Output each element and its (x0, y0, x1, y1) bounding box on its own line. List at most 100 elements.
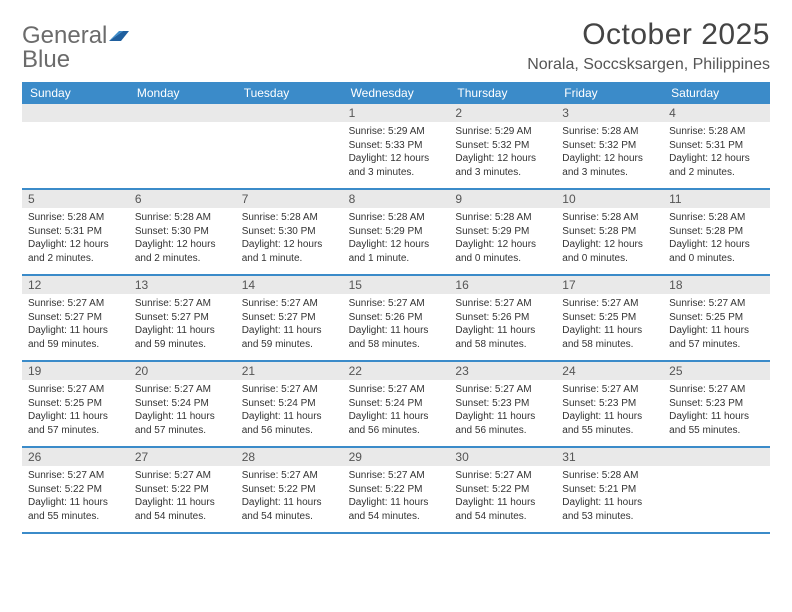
day-number: 15 (343, 276, 450, 294)
daylight-line: Daylight: 11 hours and 54 minutes. (242, 496, 337, 523)
day-cell: Sunrise: 5:27 AMSunset: 5:24 PMDaylight:… (129, 380, 236, 446)
sunrise-line: Sunrise: 5:29 AM (455, 125, 550, 139)
weekday-header: Wednesday (343, 82, 450, 104)
sunset-line: Sunset: 5:25 PM (562, 311, 657, 325)
sunrise-line: Sunrise: 5:27 AM (562, 297, 657, 311)
daylight-line: Daylight: 11 hours and 58 minutes. (455, 324, 550, 351)
day-number: 21 (236, 362, 343, 380)
daylight-line: Daylight: 11 hours and 56 minutes. (242, 410, 337, 437)
sunset-line: Sunset: 5:24 PM (135, 397, 230, 411)
sunset-line: Sunset: 5:21 PM (562, 483, 657, 497)
sunrise-line: Sunrise: 5:28 AM (455, 211, 550, 225)
weekday-header: Tuesday (236, 82, 343, 104)
day-number: 24 (556, 362, 663, 380)
day-number: 8 (343, 190, 450, 208)
daylight-line: Daylight: 11 hours and 55 minutes. (669, 410, 764, 437)
day-cell (663, 466, 770, 532)
daylight-line: Daylight: 11 hours and 59 minutes. (135, 324, 230, 351)
sunrise-line: Sunrise: 5:29 AM (349, 125, 444, 139)
sunset-line: Sunset: 5:23 PM (669, 397, 764, 411)
day-cell: Sunrise: 5:27 AMSunset: 5:23 PMDaylight:… (663, 380, 770, 446)
title-block: October 2025 Norala, Soccsksargen, Phili… (527, 18, 770, 74)
day-number-row: 19202122232425 (22, 362, 770, 380)
sunrise-line: Sunrise: 5:28 AM (562, 469, 657, 483)
day-number: 17 (556, 276, 663, 294)
day-number-row: 262728293031 (22, 448, 770, 466)
sunrise-line: Sunrise: 5:27 AM (349, 383, 444, 397)
day-number: 25 (663, 362, 770, 380)
day-cell: Sunrise: 5:28 AMSunset: 5:31 PMDaylight:… (22, 208, 129, 274)
day-cell: Sunrise: 5:28 AMSunset: 5:21 PMDaylight:… (556, 466, 663, 532)
daylight-line: Daylight: 12 hours and 0 minutes. (455, 238, 550, 265)
day-cell: Sunrise: 5:29 AMSunset: 5:32 PMDaylight:… (449, 122, 556, 188)
day-number: 3 (556, 104, 663, 122)
sunrise-line: Sunrise: 5:27 AM (28, 297, 123, 311)
header: General Blue October 2025 Norala, Soccsk… (22, 18, 770, 74)
sunset-line: Sunset: 5:30 PM (242, 225, 337, 239)
day-cell: Sunrise: 5:27 AMSunset: 5:22 PMDaylight:… (236, 466, 343, 532)
weekday-header: Thursday (449, 82, 556, 104)
sunset-line: Sunset: 5:26 PM (349, 311, 444, 325)
day-cell: Sunrise: 5:29 AMSunset: 5:33 PMDaylight:… (343, 122, 450, 188)
sunset-line: Sunset: 5:29 PM (349, 225, 444, 239)
week-row: 262728293031Sunrise: 5:27 AMSunset: 5:22… (22, 448, 770, 534)
day-cell: Sunrise: 5:27 AMSunset: 5:27 PMDaylight:… (129, 294, 236, 360)
day-number: 18 (663, 276, 770, 294)
day-number: 6 (129, 190, 236, 208)
week-row: 19202122232425Sunrise: 5:27 AMSunset: 5:… (22, 362, 770, 448)
daylight-line: Daylight: 12 hours and 3 minutes. (562, 152, 657, 179)
sunset-line: Sunset: 5:23 PM (455, 397, 550, 411)
day-number: 28 (236, 448, 343, 466)
daylight-line: Daylight: 11 hours and 53 minutes. (562, 496, 657, 523)
sunrise-line: Sunrise: 5:27 AM (562, 383, 657, 397)
sunset-line: Sunset: 5:31 PM (669, 139, 764, 153)
day-cell: Sunrise: 5:28 AMSunset: 5:30 PMDaylight:… (129, 208, 236, 274)
sunrise-line: Sunrise: 5:28 AM (562, 125, 657, 139)
sunrise-line: Sunrise: 5:28 AM (349, 211, 444, 225)
day-cell: Sunrise: 5:27 AMSunset: 5:27 PMDaylight:… (236, 294, 343, 360)
sunset-line: Sunset: 5:25 PM (669, 311, 764, 325)
sunset-line: Sunset: 5:27 PM (135, 311, 230, 325)
daylight-line: Daylight: 12 hours and 0 minutes. (562, 238, 657, 265)
day-cell: Sunrise: 5:27 AMSunset: 5:24 PMDaylight:… (343, 380, 450, 446)
sunrise-line: Sunrise: 5:27 AM (28, 383, 123, 397)
sunset-line: Sunset: 5:30 PM (135, 225, 230, 239)
day-cell: Sunrise: 5:27 AMSunset: 5:26 PMDaylight:… (343, 294, 450, 360)
sunrise-line: Sunrise: 5:28 AM (562, 211, 657, 225)
sunrise-line: Sunrise: 5:27 AM (135, 469, 230, 483)
day-cell: Sunrise: 5:27 AMSunset: 5:23 PMDaylight:… (556, 380, 663, 446)
daylight-line: Daylight: 11 hours and 57 minutes. (135, 410, 230, 437)
day-cell (129, 122, 236, 188)
sunset-line: Sunset: 5:23 PM (562, 397, 657, 411)
sunrise-line: Sunrise: 5:27 AM (455, 297, 550, 311)
sunset-line: Sunset: 5:26 PM (455, 311, 550, 325)
daylight-line: Daylight: 11 hours and 54 minutes. (135, 496, 230, 523)
daylight-line: Daylight: 11 hours and 56 minutes. (455, 410, 550, 437)
week-row: 1234Sunrise: 5:29 AMSunset: 5:33 PMDayli… (22, 104, 770, 190)
sunset-line: Sunset: 5:24 PM (242, 397, 337, 411)
logo-word1: General (22, 22, 107, 49)
sunrise-line: Sunrise: 5:28 AM (135, 211, 230, 225)
day-number-row: 1234 (22, 104, 770, 122)
day-number: 19 (22, 362, 129, 380)
daylight-line: Daylight: 11 hours and 54 minutes. (349, 496, 444, 523)
location: Norala, Soccsksargen, Philippines (527, 56, 770, 74)
sunset-line: Sunset: 5:22 PM (28, 483, 123, 497)
sunset-line: Sunset: 5:27 PM (242, 311, 337, 325)
weekday-header-row: SundayMondayTuesdayWednesdayThursdayFrid… (22, 82, 770, 104)
sunset-line: Sunset: 5:32 PM (562, 139, 657, 153)
day-cell: Sunrise: 5:27 AMSunset: 5:22 PMDaylight:… (129, 466, 236, 532)
day-number: 9 (449, 190, 556, 208)
day-number: 30 (449, 448, 556, 466)
day-body-row: Sunrise: 5:27 AMSunset: 5:25 PMDaylight:… (22, 380, 770, 446)
day-cell: Sunrise: 5:27 AMSunset: 5:25 PMDaylight:… (663, 294, 770, 360)
daylight-line: Daylight: 12 hours and 0 minutes. (669, 238, 764, 265)
sunrise-line: Sunrise: 5:27 AM (455, 383, 550, 397)
weekday-header: Friday (556, 82, 663, 104)
day-cell: Sunrise: 5:27 AMSunset: 5:26 PMDaylight:… (449, 294, 556, 360)
day-body-row: Sunrise: 5:27 AMSunset: 5:27 PMDaylight:… (22, 294, 770, 360)
calendar-page: General Blue October 2025 Norala, Soccsk… (0, 0, 792, 552)
daylight-line: Daylight: 12 hours and 3 minutes. (349, 152, 444, 179)
daylight-line: Daylight: 11 hours and 58 minutes. (349, 324, 444, 351)
weekday-header: Monday (129, 82, 236, 104)
